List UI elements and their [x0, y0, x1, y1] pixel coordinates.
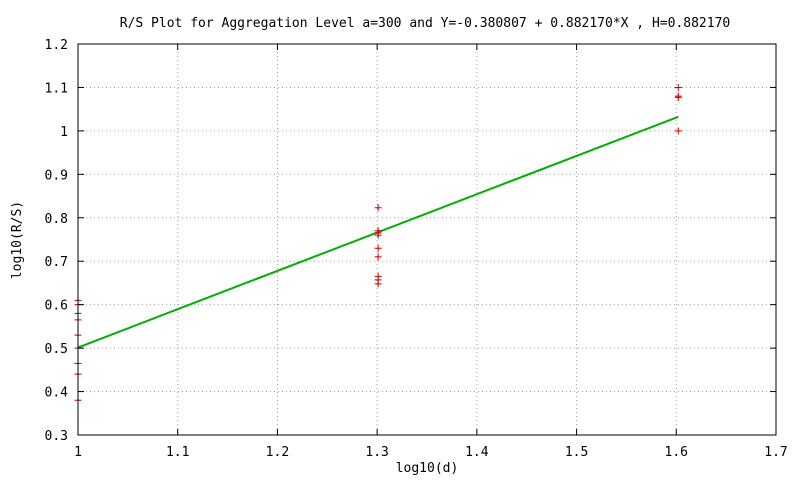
x-tick-label: 1.5 [565, 445, 588, 460]
data-point [374, 204, 382, 212]
y-tick-label: 0.6 [45, 299, 68, 314]
x-tick-label: 1.6 [665, 445, 688, 460]
y-tick-label: 0.4 [45, 386, 69, 401]
data-point [374, 253, 382, 261]
data-point [674, 93, 682, 101]
data-point [374, 244, 382, 252]
x-tick-label: 1.4 [465, 445, 489, 460]
y-tick-label: 0.3 [45, 429, 68, 444]
chart-title: R/S Plot for Aggregation Level a=300 and… [120, 16, 730, 31]
y-tick-label: 1.2 [45, 38, 68, 53]
x-tick-label: 1.3 [365, 445, 388, 460]
y-tick-label: 0.8 [45, 212, 68, 227]
grid [78, 44, 776, 435]
data-point [374, 280, 382, 288]
data-point [374, 229, 382, 237]
x-tick-label: 1.1 [166, 445, 189, 460]
data-point [674, 83, 682, 91]
y-tick-label: 1.1 [45, 81, 68, 96]
y-tick-label: 1 [60, 125, 68, 140]
data-point [674, 127, 682, 135]
y-tick-label: 0.7 [45, 255, 68, 270]
y-tick-label: 0.5 [45, 342, 68, 357]
x-tick-label: 1.2 [266, 445, 289, 460]
x-tick-label: 1 [74, 445, 82, 460]
y-axis-label: log10(R/S) [10, 201, 25, 279]
y-tick-label: 0.9 [45, 168, 68, 183]
x-tick-label: 1.7 [764, 445, 787, 460]
x-axis-label: log10(d) [396, 461, 459, 476]
x-axis-ticks: 1 1.1 1.2 1.3 1.4 1.5 1.6 1.7 [74, 44, 788, 460]
scatter-points [74, 83, 682, 404]
plot-frame [77, 43, 777, 436]
y-axis-ticks: 0.3 0.4 0.5 0.6 0.7 0.8 0.9 1 1.1 1.2 [45, 38, 776, 444]
